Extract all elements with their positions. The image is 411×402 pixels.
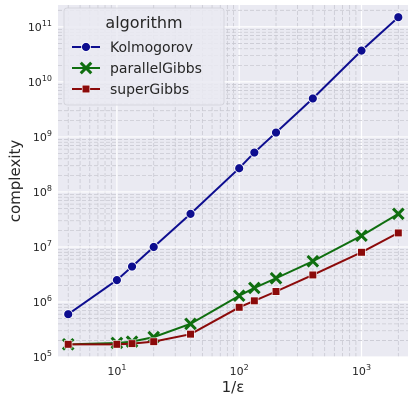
data-point-kolmogorov: [271, 127, 281, 138]
data-point-kolmogorov: [307, 93, 318, 104]
y-tick-label: 1011: [28, 19, 52, 34]
data-point-supergibbs: [149, 337, 158, 346]
series-supergibbs: [64, 228, 403, 349]
data-point-supergibbs: [112, 340, 121, 349]
y-axis-label: complexity: [6, 140, 24, 223]
data-point-kolmogorov: [185, 208, 196, 219]
legend-marker-parallelgibbs: [79, 61, 93, 75]
data-point-supergibbs: [64, 340, 73, 349]
data-point-parallelgibbs: [269, 271, 283, 285]
x-tick-label: 103: [352, 363, 371, 378]
data-point-kolmogorov: [356, 45, 367, 56]
series-layer: [61, 12, 405, 351]
data-point-kolmogorov: [148, 242, 159, 252]
data-point-parallelgibbs: [391, 207, 405, 221]
y-tick-label: 109: [33, 129, 52, 144]
y-tick-label: 108: [33, 184, 52, 199]
data-point-supergibbs: [394, 228, 403, 238]
legend-marker-supergibbs: [81, 84, 91, 94]
y-tick-label: 106: [33, 294, 52, 309]
data-point-kolmogorov: [127, 261, 137, 272]
data-point-parallelgibbs: [248, 281, 261, 295]
legend-entry-kolmogorov: Kolmogorov: [72, 40, 193, 56]
legend-label-supergibbs: superGibbs: [110, 82, 189, 98]
series-kolmogorov: [63, 12, 404, 320]
legend-marker-kolmogorov: [81, 42, 91, 52]
tick-labels: 101 102 103 105 106 107 108 109 1010 1011: [28, 19, 371, 378]
data-point-kolmogorov: [111, 275, 122, 285]
data-point-parallelgibbs: [232, 289, 246, 303]
data-point-supergibbs: [357, 248, 366, 257]
legend: algorithm Kolmogorov parallelGibbs superGib…: [63, 7, 225, 106]
legend-box: [63, 7, 225, 106]
data-point-kolmogorov: [249, 147, 260, 158]
data-point-kolmogorov: [393, 12, 404, 23]
legend-entry-parallelgibbs: parallelGibbs: [72, 61, 202, 77]
data-point-supergibbs: [127, 339, 137, 348]
y-tick-label: 1010: [28, 74, 52, 89]
data-point-supergibbs: [271, 287, 281, 296]
data-point-kolmogorov: [234, 163, 245, 174]
legend-entry-supergibbs: superGibbs: [72, 82, 189, 98]
data-point-supergibbs: [308, 270, 317, 280]
data-point-parallelgibbs: [355, 229, 368, 243]
legend-label-parallelgibbs: parallelGibbs: [110, 61, 202, 77]
data-point-supergibbs: [186, 330, 195, 339]
y-tick-label: 107: [33, 239, 52, 254]
legend-title: algorithm: [105, 13, 182, 32]
data-point-supergibbs: [235, 303, 244, 312]
x-tick-label: 102: [230, 363, 249, 378]
data-point-supergibbs: [250, 296, 259, 305]
data-point-parallelgibbs: [306, 254, 320, 268]
y-tick-label: 105: [33, 349, 52, 364]
data-point-parallelgibbs: [184, 317, 197, 331]
legend-label-kolmogorov: Kolmogorov: [110, 40, 193, 56]
x-tick-label: 101: [107, 363, 126, 378]
x-axis-label: 1/ε: [222, 378, 245, 396]
data-point-kolmogorov: [63, 309, 74, 320]
